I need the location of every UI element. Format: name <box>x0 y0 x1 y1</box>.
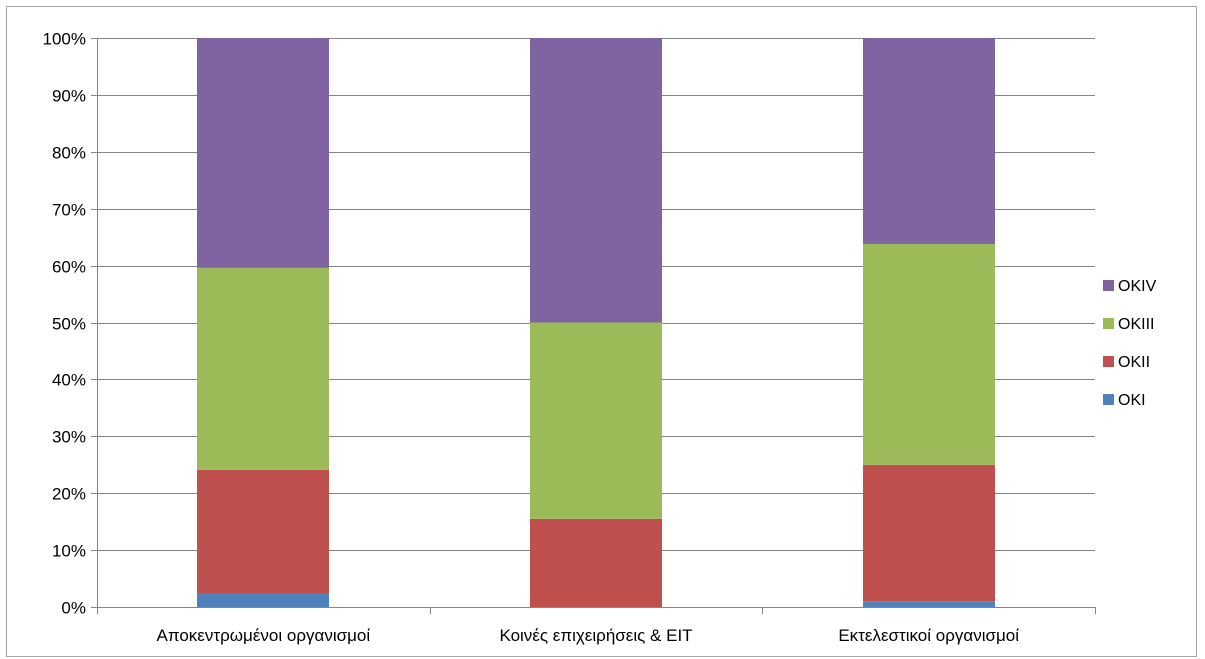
axes: 0% 10% 20% 30% 40% 50% 60% 70% 80% 90% 100% Αποκεντ… <box>43 30 1096 645</box>
y-tick-label: 10% <box>52 542 86 561</box>
legend-label-oki: OKI <box>1118 392 1146 409</box>
y-tick-label: 30% <box>52 428 86 447</box>
legend-swatch-okiii <box>1103 318 1114 329</box>
legend-label-okii: OKII <box>1118 354 1150 371</box>
y-tick-label: 40% <box>52 371 86 390</box>
legend-swatch-oki <box>1103 394 1114 405</box>
legend-label-okiv: OKIV <box>1118 278 1157 295</box>
bar-segment-okii <box>863 464 995 602</box>
bar-segment-okii <box>197 469 329 594</box>
y-tick-label: 20% <box>52 485 86 504</box>
bar-segment-okii <box>530 518 662 607</box>
y-tick-label: 0% <box>61 599 86 618</box>
bar-segment-oki <box>197 593 329 607</box>
y-tick-label: 60% <box>52 258 86 277</box>
x-tick-label: Εκτελεστικοί οργανισμοί <box>838 626 1019 645</box>
bar-segment-okiv <box>530 38 662 323</box>
bar-segment-okiii <box>863 243 995 465</box>
legend-label-okiii: OKIII <box>1118 316 1154 333</box>
legend-swatch-okiv <box>1103 280 1114 291</box>
bar-segment-okiv <box>197 38 329 268</box>
legend: OKIV OKIII OKII OKI <box>1103 278 1157 409</box>
y-tick-label: 50% <box>52 315 86 334</box>
y-tick-label: 80% <box>52 144 86 163</box>
bar-segment-okiii <box>530 322 662 519</box>
x-tick-label: Αποκεντρωμένοι οργανισμοί <box>157 626 371 645</box>
x-tick-label: Κοινές επιχειρήσεις & ΕΙΤ <box>499 626 692 645</box>
legend-swatch-okii <box>1103 356 1114 367</box>
y-tick-label: 70% <box>52 201 86 220</box>
bars <box>197 38 995 607</box>
bar-segment-okiii <box>197 267 329 470</box>
bar-segment-okiv <box>863 38 995 244</box>
y-tick-label: 90% <box>52 87 86 106</box>
bar-segment-oki <box>863 601 995 607</box>
y-tick-label: 100% <box>43 30 86 49</box>
